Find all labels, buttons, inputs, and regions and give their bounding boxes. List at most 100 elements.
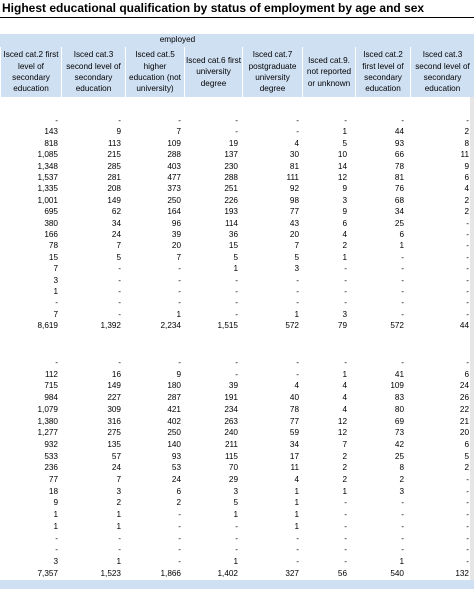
table-cell: 36 <box>228 230 238 239</box>
title-divider <box>0 17 474 18</box>
table-cell: 137 <box>224 150 238 160</box>
col-header-6: Isced cat.9. not reported or unknown <box>302 47 355 97</box>
table-cell: 12 <box>337 416 347 426</box>
table-cell: 8,619 <box>37 321 59 331</box>
table-cell: - <box>466 275 469 285</box>
table-cell: - <box>235 116 238 125</box>
table-cell: 4 <box>294 381 299 391</box>
table-cell: 402 <box>167 416 181 426</box>
table-cell: 42 <box>394 439 404 449</box>
table-cell: - <box>118 533 121 543</box>
table-cell: 2 <box>342 463 347 473</box>
table-cell: - <box>235 275 238 285</box>
table-cell: 7 <box>116 475 121 484</box>
table-cell: - <box>466 309 469 319</box>
table-cell: 191 <box>224 393 238 403</box>
table-cell: 1,085 <box>37 150 59 160</box>
table-cell: 180 <box>167 381 181 391</box>
table-cell: - <box>466 545 469 555</box>
table-cell: 57 <box>111 451 121 461</box>
table-cell: 2 <box>342 241 347 251</box>
table-cell: - <box>118 358 121 367</box>
table-cell: 2 <box>464 207 469 217</box>
table-cell: - <box>55 116 58 125</box>
table-cell: 9 <box>116 127 121 137</box>
table-cell: 1 <box>233 510 238 520</box>
table-cell: 1,277 <box>37 428 59 438</box>
table-cell: 41 <box>394 369 404 379</box>
table-cell: 83 <box>394 393 404 403</box>
table-cell: 421 <box>167 404 181 414</box>
table-cell: 7 <box>342 439 347 449</box>
table-cell: 5 <box>233 498 238 508</box>
table-cell: 5 <box>116 252 121 262</box>
table-cell: 1 <box>294 521 299 531</box>
table-cell: 1 <box>399 556 404 566</box>
table-cell: - <box>296 287 299 296</box>
table-cell: 1 <box>116 510 121 520</box>
table-cell: 15 <box>48 252 58 262</box>
table-cell: - <box>401 116 404 125</box>
group-header-employed: employed <box>159 35 196 44</box>
table-cell: 572 <box>390 321 404 331</box>
table-cell: - <box>466 264 469 274</box>
table-cell: - <box>118 264 121 274</box>
table-cell: 12 <box>337 428 347 438</box>
table-cell: - <box>344 498 347 508</box>
table-cell: 1 <box>233 556 238 566</box>
table-cell: 3 <box>342 309 347 319</box>
col-header-1: Isced cat.2 first level of secondary edu… <box>0 47 61 97</box>
table-cell: 16 <box>111 369 121 379</box>
col-header-2: Isced cat.3 second level of secondary ed… <box>61 47 125 97</box>
table-cell: 24 <box>171 475 181 484</box>
table-cell: 24 <box>459 381 469 391</box>
table-cell: - <box>344 116 347 125</box>
table-cell: - <box>118 275 121 285</box>
table-cell: 1 <box>399 241 404 251</box>
table-cell: 39 <box>171 230 181 239</box>
table-cell: - <box>235 369 238 379</box>
table-cell: - <box>178 556 181 566</box>
table-cell: 56 <box>337 568 347 578</box>
col-header-8: Isced cat.3 second level of secondary ed… <box>410 47 474 97</box>
table-cell: - <box>178 358 181 367</box>
table-cell: 984 <box>44 393 58 403</box>
table-cell: 1,866 <box>160 568 182 578</box>
table-cell: - <box>401 545 404 555</box>
table-cell: 6 <box>176 486 181 496</box>
table-cell: 7 <box>53 264 58 274</box>
table-cell: 2 <box>342 475 347 484</box>
table-cell: - <box>235 309 238 319</box>
table-cell: 6 <box>464 173 469 182</box>
table-cell: 25 <box>394 218 404 228</box>
table-cell: - <box>118 116 121 125</box>
table-cell: - <box>235 298 238 308</box>
table-cell: 2 <box>116 498 121 508</box>
table-cell: 77 <box>289 416 299 426</box>
table-cell: - <box>344 533 347 543</box>
table-cell: 80 <box>394 404 404 414</box>
table-cell: 111 <box>286 173 299 182</box>
table-cell: 2 <box>464 127 469 137</box>
table-cell: - <box>178 287 181 296</box>
table-cell: 44 <box>394 127 404 137</box>
table-cell: 40 <box>289 393 299 403</box>
col-header-4: Isced cat.6 first university degree <box>184 47 242 97</box>
table-cell: 135 <box>107 439 121 449</box>
table-cell: 149 <box>107 381 121 391</box>
table-cell: - <box>466 287 469 296</box>
table-cell: 1,380 <box>37 416 59 426</box>
table-cell: 2 <box>342 451 347 461</box>
table-cell: - <box>296 275 299 285</box>
table-cell: 3 <box>53 275 58 285</box>
table-cell: 327 <box>285 568 299 578</box>
table-cell: 1 <box>53 287 58 296</box>
table-cell: 1,335 <box>37 184 59 194</box>
table-cell: - <box>344 264 347 274</box>
table-cell: 5 <box>342 138 347 148</box>
table-cell: 96 <box>171 218 181 228</box>
table-cell: 533 <box>44 451 58 461</box>
table-cell: 70 <box>228 463 238 473</box>
table-cell: 78 <box>394 161 404 171</box>
table-cell: 109 <box>167 138 181 148</box>
